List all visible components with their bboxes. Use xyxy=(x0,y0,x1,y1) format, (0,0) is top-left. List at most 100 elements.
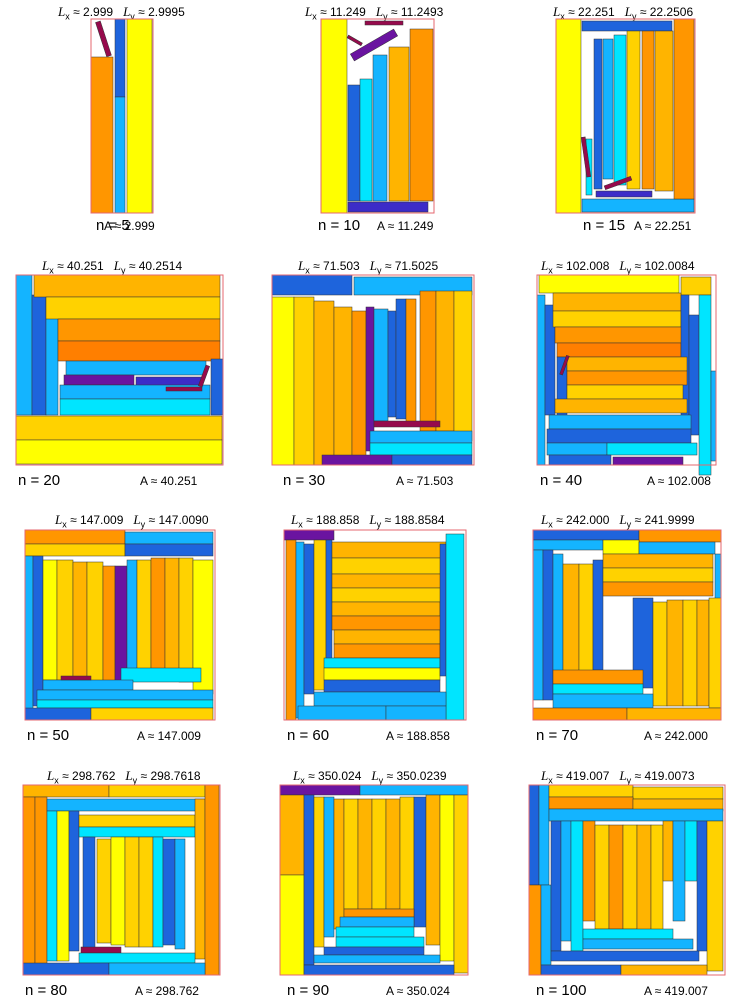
rect xyxy=(369,430,473,444)
rect xyxy=(126,18,153,214)
n-label: n = 40 xyxy=(540,472,583,489)
packing-diagram-n60 xyxy=(283,529,467,721)
rect xyxy=(552,693,654,709)
area-label: A ≈ 71.503 xyxy=(396,474,454,488)
dims-label: Lx ≈ 102.008 Ly ≈ 102.0084 xyxy=(541,258,695,276)
rect xyxy=(82,836,96,950)
rect xyxy=(320,18,348,214)
rect xyxy=(395,298,407,420)
rect xyxy=(271,296,295,466)
rect xyxy=(279,784,361,796)
packing-diagram-n10 xyxy=(320,18,435,214)
rect xyxy=(550,820,562,952)
rect xyxy=(351,310,367,462)
rect xyxy=(347,84,361,202)
rect xyxy=(546,442,608,456)
rect xyxy=(34,796,48,968)
rect xyxy=(552,553,564,685)
rect xyxy=(359,78,373,202)
packing-diagram-n70 xyxy=(532,529,722,721)
rect xyxy=(666,599,684,707)
dims-label: Lx ≈ 2.999 Ly ≈ 2.9995 xyxy=(58,4,185,22)
frame xyxy=(283,529,467,721)
rect xyxy=(439,543,447,677)
rect xyxy=(453,794,469,974)
n-label: n = 60 xyxy=(287,727,330,744)
rect xyxy=(343,908,415,918)
rect xyxy=(706,820,724,972)
area-label: A ≈ 147.009 xyxy=(137,729,201,743)
rect xyxy=(331,615,443,631)
dims-label: Lx ≈ 298.762 Ly ≈ 298.7618 xyxy=(47,768,201,786)
packing-diagram-n80 xyxy=(22,784,221,976)
rect xyxy=(90,707,214,721)
rect xyxy=(31,294,47,416)
rect xyxy=(602,553,714,569)
n-label: n = 20 xyxy=(18,472,61,489)
rect xyxy=(350,28,398,62)
rect xyxy=(339,916,415,928)
rect xyxy=(65,360,207,376)
rect xyxy=(581,20,673,32)
rect xyxy=(435,290,455,432)
n-label: n = 10 xyxy=(318,217,361,234)
rect xyxy=(164,557,180,677)
frame xyxy=(24,529,216,721)
rect xyxy=(57,340,221,362)
packing-diagram-n20 xyxy=(15,274,224,466)
rect xyxy=(542,549,554,701)
dims-label: Lx ≈ 71.503 Ly ≈ 71.5025 xyxy=(298,258,439,276)
rect xyxy=(56,810,70,962)
rect xyxy=(556,342,682,358)
rect xyxy=(602,567,714,583)
rect xyxy=(388,46,410,202)
dims-label: Lx ≈ 188.858 Ly ≈ 188.8584 xyxy=(291,512,445,530)
rect xyxy=(538,784,550,886)
rect xyxy=(593,38,603,190)
rect xyxy=(638,541,716,555)
rect xyxy=(194,798,206,960)
rect xyxy=(313,954,441,964)
rect xyxy=(554,398,688,414)
rect xyxy=(78,952,196,964)
rect xyxy=(353,276,473,296)
rect xyxy=(696,599,710,707)
frame xyxy=(555,18,696,214)
rect xyxy=(80,946,122,954)
rect xyxy=(32,555,44,707)
frame xyxy=(15,274,224,466)
n-label: n = 100 xyxy=(536,982,587,999)
rect xyxy=(548,808,724,822)
rect xyxy=(114,18,126,98)
rect xyxy=(698,294,712,476)
dims-label: Lx ≈ 242.000 Ly ≈ 241.9999 xyxy=(541,512,695,530)
rect xyxy=(323,657,441,669)
rect xyxy=(540,884,552,966)
rect xyxy=(594,824,610,930)
rect xyxy=(532,529,640,541)
rect xyxy=(385,705,447,721)
rect xyxy=(672,820,686,922)
rect xyxy=(650,824,664,936)
rect xyxy=(538,274,680,294)
rect xyxy=(385,798,401,910)
rect xyxy=(335,936,425,948)
rect xyxy=(42,559,58,681)
dims-label: Lx ≈ 22.251 Ly ≈ 22.2506 xyxy=(553,4,694,22)
rect xyxy=(612,456,684,466)
rect xyxy=(24,543,126,557)
rect xyxy=(673,18,695,200)
rect xyxy=(632,786,724,800)
dims-label: Lx ≈ 11.249 Ly ≈ 11.2493 xyxy=(305,4,444,22)
area-label: A ≈ 40.251 xyxy=(140,474,198,488)
rect xyxy=(303,543,315,695)
rect xyxy=(174,838,186,950)
rect xyxy=(606,442,698,456)
rect xyxy=(581,198,695,213)
rect xyxy=(22,962,110,976)
rect xyxy=(548,414,692,430)
rect xyxy=(60,675,92,681)
frame xyxy=(532,529,722,721)
area-label: A ≈ 242.000 xyxy=(644,729,708,743)
n-label: n = 15 xyxy=(583,217,626,234)
